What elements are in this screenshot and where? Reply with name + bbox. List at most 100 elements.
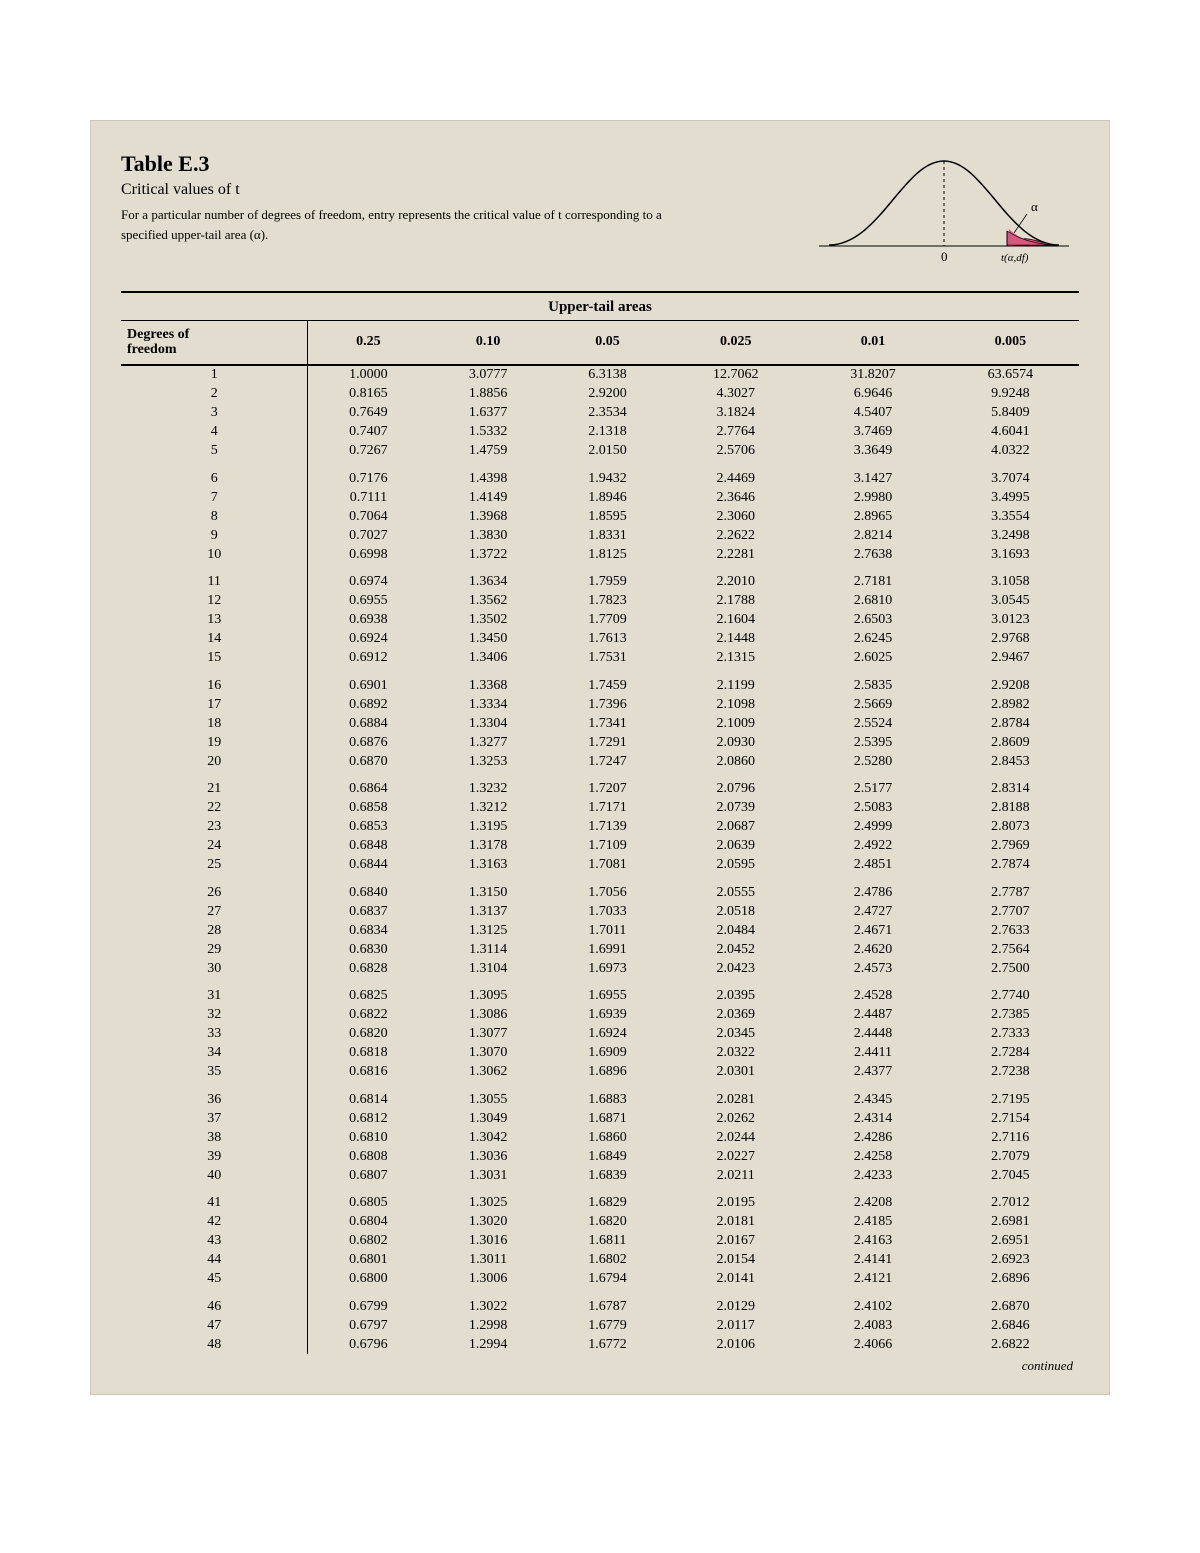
- cell-value: 1.3011: [428, 1251, 547, 1270]
- cell-value: 2.4083: [804, 1316, 941, 1335]
- cell-df: 19: [121, 733, 308, 752]
- cell-value: 1.3031: [428, 1166, 547, 1185]
- cell-df: 3: [121, 404, 308, 423]
- cell-value: 3.1824: [667, 404, 804, 423]
- table-row: 270.68371.31371.70332.05182.47272.7707: [121, 902, 1079, 921]
- cell-value: 6.9646: [804, 385, 941, 404]
- cell-df: 44: [121, 1251, 308, 1270]
- table-row: 80.70641.39681.85952.30602.89653.3554: [121, 507, 1079, 526]
- cell-value: 2.8784: [942, 714, 1079, 733]
- cell-value: 2.3646: [667, 488, 804, 507]
- table-row: 60.71761.43981.94322.44693.14273.7074: [121, 461, 1079, 489]
- cell-value: 1.6909: [548, 1044, 667, 1063]
- cell-value: 2.7079: [942, 1147, 1079, 1166]
- cell-value: 1.3212: [428, 799, 547, 818]
- cell-value: 2.1315: [667, 649, 804, 668]
- cell-value: 2.0211: [667, 1166, 804, 1185]
- table-row: 410.68051.30251.68292.01952.42082.7012: [121, 1185, 1079, 1213]
- cell-value: 0.6974: [308, 564, 429, 592]
- table-row: 90.70271.38301.83312.26222.82143.2498: [121, 526, 1079, 545]
- table-row: 260.68401.31501.70562.05552.47862.7787: [121, 875, 1079, 903]
- cell-value: 2.0739: [667, 799, 804, 818]
- cell-value: 2.8214: [804, 526, 941, 545]
- cell-value: 1.3077: [428, 1025, 547, 1044]
- cell-value: 0.6912: [308, 649, 429, 668]
- cell-value: 0.6870: [308, 752, 429, 771]
- table-row: 150.69121.34061.75312.13152.60252.9467: [121, 649, 1079, 668]
- table-row: 140.69241.34501.76132.14482.62452.9768: [121, 630, 1079, 649]
- cell-value: 2.0369: [667, 1006, 804, 1025]
- cell-value: 2.4620: [804, 940, 941, 959]
- table-row: 30.76491.63772.35343.18244.54075.8409: [121, 404, 1079, 423]
- table-row: 250.68441.31631.70812.05952.48512.7874: [121, 856, 1079, 875]
- cell-value: 1.6860: [548, 1128, 667, 1147]
- cell-value: 2.0595: [667, 856, 804, 875]
- cell-df: 30: [121, 959, 308, 978]
- cell-value: 0.6807: [308, 1166, 429, 1185]
- table-row: 380.68101.30421.68602.02442.42862.7116: [121, 1128, 1079, 1147]
- cell-value: 1.3450: [428, 630, 547, 649]
- table-row: 110.69741.36341.79592.20102.71813.1058: [121, 564, 1079, 592]
- cell-value: 1.6939: [548, 1006, 667, 1025]
- table-row: 430.68021.30161.68112.01672.41632.6951: [121, 1232, 1079, 1251]
- cell-df: 46: [121, 1289, 308, 1317]
- cell-value: 0.6901: [308, 668, 429, 696]
- cell-value: 1.3163: [428, 856, 547, 875]
- table-row: 210.68641.32321.72072.07962.51772.8314: [121, 771, 1079, 799]
- cell-df: 28: [121, 921, 308, 940]
- cell-value: 2.4851: [804, 856, 941, 875]
- cell-value: 4.0322: [942, 442, 1079, 461]
- table-row: 400.68071.30311.68392.02112.42332.7045: [121, 1166, 1079, 1185]
- cell-value: 1.3277: [428, 733, 547, 752]
- cell-value: 2.8609: [942, 733, 1079, 752]
- cell-value: 2.7012: [942, 1185, 1079, 1213]
- cell-value: 2.0860: [667, 752, 804, 771]
- cell-value: 2.7633: [942, 921, 1079, 940]
- cell-value: 1.3406: [428, 649, 547, 668]
- table-wrap: Upper-tail areas Degrees offreedom0.250.…: [121, 291, 1079, 1374]
- col-header-1: 0.10: [428, 321, 547, 365]
- cell-value: 1.7959: [548, 564, 667, 592]
- cell-value: 2.8982: [942, 695, 1079, 714]
- cell-value: 2.4233: [804, 1166, 941, 1185]
- cell-value: 1.3634: [428, 564, 547, 592]
- cell-value: 2.1448: [667, 630, 804, 649]
- cell-value: 2.0106: [667, 1335, 804, 1354]
- cell-value: 1.6802: [548, 1251, 667, 1270]
- table-row: 320.68221.30861.69392.03692.44872.7385: [121, 1006, 1079, 1025]
- cell-value: 2.6981: [942, 1213, 1079, 1232]
- table-row: 120.69551.35621.78232.17882.68103.0545: [121, 592, 1079, 611]
- cell-df: 15: [121, 649, 308, 668]
- table-row: 310.68251.30951.69552.03952.45282.7740: [121, 978, 1079, 1006]
- table-row: 230.68531.31951.71392.06872.49992.8073: [121, 818, 1079, 837]
- cell-value: 1.7823: [548, 592, 667, 611]
- cell-value: 1.7709: [548, 611, 667, 630]
- cell-df: 39: [121, 1147, 308, 1166]
- cell-value: 2.2622: [667, 526, 804, 545]
- cell-df: 11: [121, 564, 308, 592]
- cell-value: 2.0345: [667, 1025, 804, 1044]
- cell-value: 1.6955: [548, 978, 667, 1006]
- cell-df: 20: [121, 752, 308, 771]
- cell-value: 5.8409: [942, 404, 1079, 423]
- table-row: 180.68841.33041.73412.10092.55242.8784: [121, 714, 1079, 733]
- cell-value: 1.7531: [548, 649, 667, 668]
- cell-df: 29: [121, 940, 308, 959]
- cell-value: 1.3968: [428, 507, 547, 526]
- cell-value: 2.4786: [804, 875, 941, 903]
- table-row: 340.68181.30701.69092.03222.44112.7284: [121, 1044, 1079, 1063]
- cell-value: 2.7181: [804, 564, 941, 592]
- cell-value: 1.3830: [428, 526, 547, 545]
- cell-value: 2.6245: [804, 630, 941, 649]
- cell-value: 3.2498: [942, 526, 1079, 545]
- cell-df: 1: [121, 365, 308, 385]
- table-row: 330.68201.30771.69242.03452.44482.7333: [121, 1025, 1079, 1044]
- cell-df: 36: [121, 1082, 308, 1110]
- table-row: 280.68341.31251.70112.04842.46712.7633: [121, 921, 1079, 940]
- table-row: 170.68921.33341.73962.10982.56692.8982: [121, 695, 1079, 714]
- cell-value: 1.3722: [428, 545, 547, 564]
- cell-value: 2.4922: [804, 837, 941, 856]
- cell-value: 2.7500: [942, 959, 1079, 978]
- cell-value: 2.0154: [667, 1251, 804, 1270]
- cell-df: 5: [121, 442, 308, 461]
